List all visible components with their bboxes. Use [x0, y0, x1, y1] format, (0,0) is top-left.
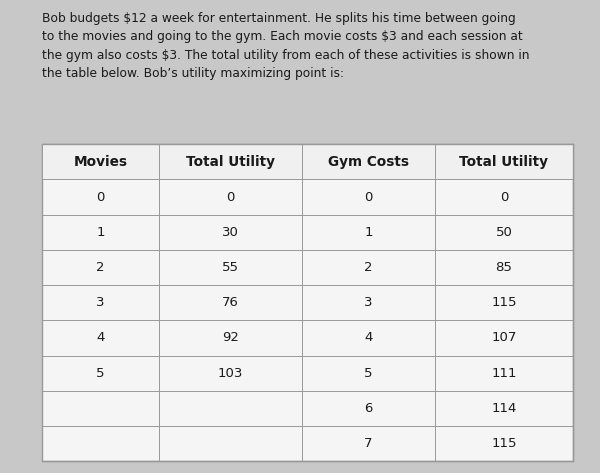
Text: 103: 103: [218, 367, 243, 380]
Text: 1: 1: [364, 226, 373, 239]
FancyBboxPatch shape: [42, 144, 573, 461]
Text: 7: 7: [364, 437, 373, 450]
Text: 92: 92: [222, 332, 239, 344]
Text: Movies: Movies: [73, 155, 127, 169]
Text: 55: 55: [222, 261, 239, 274]
Text: 30: 30: [222, 226, 239, 239]
Text: 4: 4: [364, 332, 373, 344]
Text: 0: 0: [226, 191, 235, 203]
Text: 115: 115: [491, 296, 517, 309]
Text: 3: 3: [364, 296, 373, 309]
Text: 2: 2: [96, 261, 104, 274]
Text: 5: 5: [364, 367, 373, 380]
Text: 4: 4: [96, 332, 104, 344]
Text: 85: 85: [496, 261, 512, 274]
Text: 0: 0: [364, 191, 373, 203]
Text: 111: 111: [491, 367, 517, 380]
Text: 3: 3: [96, 296, 104, 309]
Text: Bob budgets $12 a week for entertainment. He splits his time between going
to th: Bob budgets $12 a week for entertainment…: [42, 12, 530, 80]
Text: 2: 2: [364, 261, 373, 274]
Text: 114: 114: [491, 402, 517, 415]
FancyBboxPatch shape: [42, 144, 573, 179]
Text: 5: 5: [96, 367, 104, 380]
Text: 0: 0: [96, 191, 104, 203]
Text: Gym Costs: Gym Costs: [328, 155, 409, 169]
Text: 107: 107: [491, 332, 517, 344]
Text: 1: 1: [96, 226, 104, 239]
Text: 76: 76: [222, 296, 239, 309]
Text: 6: 6: [364, 402, 373, 415]
Text: Total Utility: Total Utility: [460, 155, 548, 169]
Text: 50: 50: [496, 226, 512, 239]
Text: 0: 0: [500, 191, 508, 203]
Text: Total Utility: Total Utility: [186, 155, 275, 169]
Text: 115: 115: [491, 437, 517, 450]
